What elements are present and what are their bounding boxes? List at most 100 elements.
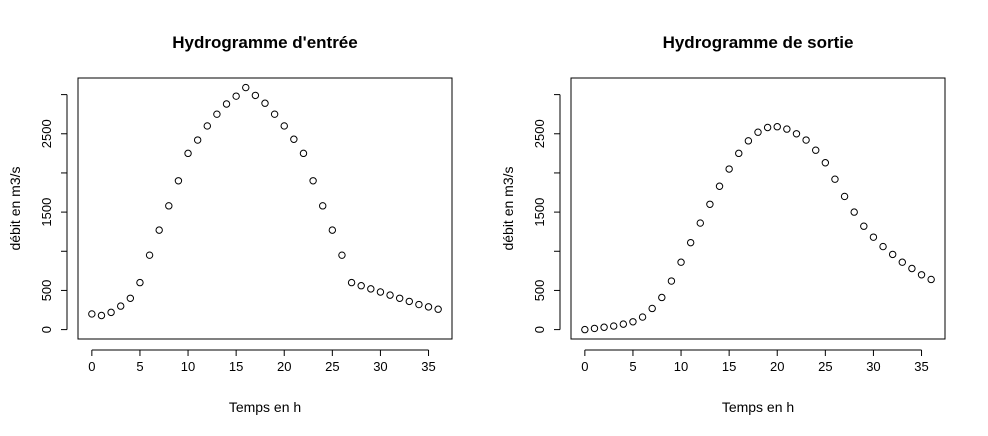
y-tick-label: 500	[532, 280, 547, 302]
data-point	[165, 202, 173, 210]
plot-frame	[77, 77, 453, 340]
x-tick-label: 20	[770, 359, 784, 374]
x-tick-label: 25	[818, 359, 832, 374]
data-point	[619, 320, 628, 328]
y-tick-label: 2500	[532, 119, 547, 148]
x-tick-label: 35	[421, 359, 435, 374]
data-point	[715, 182, 724, 190]
data-point	[367, 285, 375, 293]
data-point	[783, 125, 791, 133]
data-point	[251, 91, 260, 100]
data-point	[600, 323, 608, 331]
y-axis-label: débit en m3/s	[500, 166, 516, 250]
x-tick-label: 15	[722, 359, 736, 374]
data-point	[126, 294, 135, 302]
data-point	[898, 258, 906, 266]
x-tick-label: 20	[277, 359, 291, 374]
data-point	[821, 159, 830, 167]
data-point	[145, 251, 154, 259]
y-tick-label: 1500	[532, 198, 547, 227]
data-point	[357, 282, 365, 290]
data-point	[424, 303, 433, 311]
data-point	[677, 258, 685, 266]
data-point	[648, 304, 656, 313]
data-point	[299, 149, 308, 158]
y-tick-label: 1500	[39, 198, 54, 227]
y-tick-label: 0	[39, 326, 54, 333]
chart-panel-outflow: Hydrogramme de sortie 0 5 10 15 20 25 30 35 Temps…	[500, 33, 946, 415]
data-point	[812, 146, 820, 154]
data-point	[155, 226, 163, 234]
data-point	[658, 293, 666, 302]
x-tick-label: 25	[325, 359, 339, 374]
data-point	[184, 149, 192, 158]
data-point	[888, 250, 897, 259]
data-point	[792, 130, 801, 138]
data-point	[725, 165, 733, 173]
data-point	[763, 123, 772, 132]
data-point	[629, 318, 637, 326]
data-point	[88, 310, 96, 318]
data-point	[831, 175, 839, 183]
data-point	[686, 238, 695, 247]
data-point	[405, 297, 413, 306]
x-tick-label: 10	[181, 359, 195, 374]
data-point	[270, 110, 279, 118]
x-tick-label: 15	[229, 359, 243, 374]
data-point	[434, 305, 442, 313]
plot-frame	[570, 77, 946, 340]
x-tick-label: 30	[866, 359, 880, 374]
data-point	[242, 83, 250, 92]
data-point	[638, 313, 647, 321]
data-point	[667, 277, 676, 285]
x-tick-label: 0	[581, 359, 588, 374]
data-point	[802, 136, 810, 144]
data-point	[376, 288, 385, 296]
data-point	[581, 325, 589, 334]
x-axis-label: Temps en h	[229, 399, 301, 415]
data-point	[347, 278, 356, 287]
data-point	[97, 311, 106, 320]
data-point	[860, 222, 868, 230]
data-point	[706, 200, 714, 208]
data-point	[328, 226, 337, 234]
data-point	[754, 128, 762, 136]
data-point	[290, 135, 298, 143]
x-tick-label: 30	[373, 359, 387, 374]
data-point	[610, 322, 618, 330]
x-axis-label: Temps en h	[722, 399, 794, 415]
data-point	[840, 192, 849, 201]
data-point	[415, 300, 423, 309]
data-point	[927, 275, 935, 284]
data-point	[850, 208, 858, 216]
data-point	[773, 123, 781, 131]
data-point	[280, 122, 288, 130]
y-tick-label: 2500	[39, 119, 54, 148]
data-point	[395, 294, 404, 302]
chart-title: Hydrogramme de sortie	[663, 33, 854, 52]
data-point	[136, 278, 144, 287]
data-point	[917, 271, 926, 279]
data-point	[908, 264, 916, 273]
x-tick-label: 0	[88, 359, 95, 374]
data-point	[319, 202, 327, 210]
data-point	[193, 136, 202, 144]
y-tick-label: 0	[532, 326, 547, 333]
data-point	[696, 219, 704, 227]
data-point	[735, 149, 743, 158]
y-tick-label: 500	[39, 280, 54, 302]
y-axis-label: débit en m3/s	[7, 166, 23, 250]
data-point	[174, 177, 183, 185]
data-point	[386, 291, 394, 299]
data-point	[744, 137, 753, 145]
data-point	[203, 122, 211, 130]
data-point	[590, 324, 599, 333]
data-point	[338, 251, 346, 259]
data-point	[309, 177, 317, 185]
x-tick-label: 35	[914, 359, 928, 374]
chart-title: Hydrogramme d'entrée	[172, 33, 357, 52]
data-point	[117, 302, 125, 310]
data-point	[222, 100, 231, 108]
data-point	[232, 92, 240, 100]
